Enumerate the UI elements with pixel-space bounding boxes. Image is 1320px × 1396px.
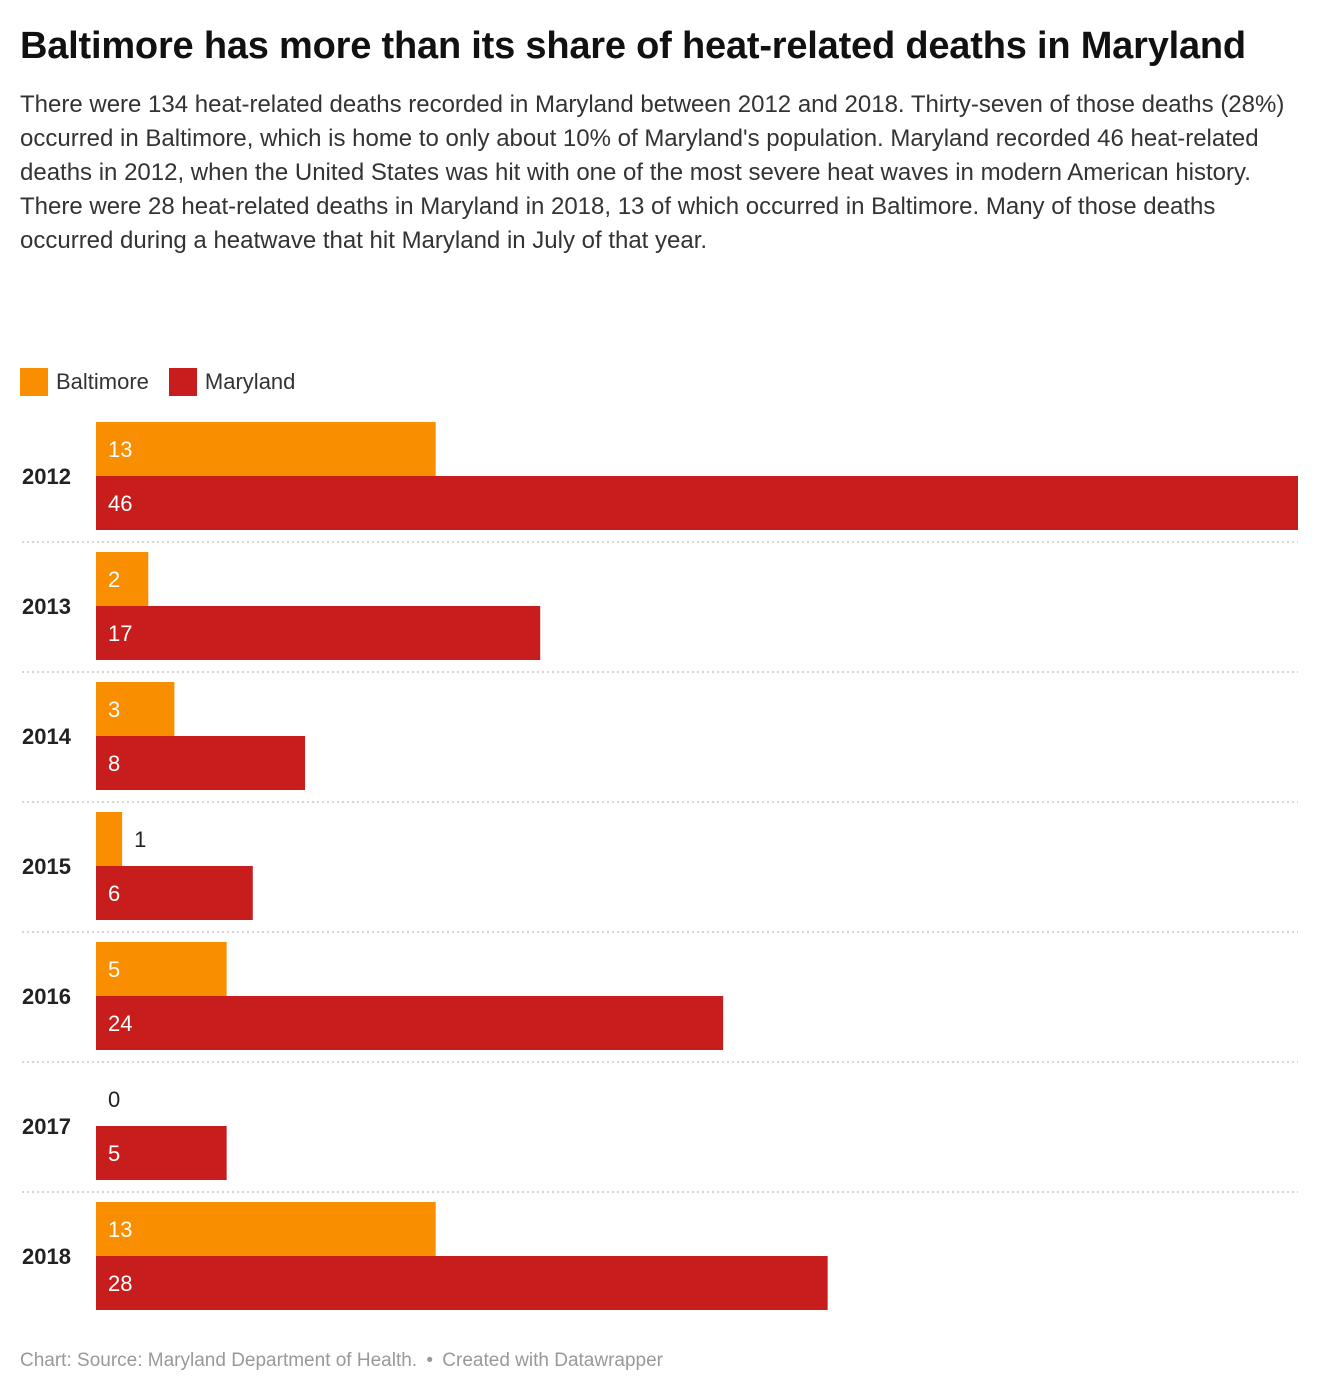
- bar-baltimore-2018: [96, 1202, 436, 1256]
- bar-baltimore-2016: [96, 942, 227, 996]
- bar-maryland-2015: [96, 866, 253, 920]
- value-label-baltimore-2012: 13: [108, 437, 132, 462]
- source-note: Chart: Source: Maryland Department of He…: [20, 1350, 418, 1371]
- chart-footer: Chart: Source: Maryland Department of He…: [20, 1350, 663, 1372]
- datawrapper-credit: Created with Datawrapper: [442, 1350, 664, 1371]
- bar-maryland-2018: [96, 1256, 828, 1310]
- value-label-baltimore-2018: 13: [108, 1217, 132, 1242]
- value-label-maryland-2018: 28: [108, 1271, 132, 1296]
- bar-baltimore-2012: [96, 422, 436, 476]
- value-label-maryland-2016: 24: [108, 1011, 132, 1036]
- legend-swatch-baltimore: [20, 368, 48, 396]
- value-label-baltimore-2017: 0: [108, 1087, 120, 1112]
- footer-separator: •: [426, 1350, 434, 1371]
- legend-item-maryland: Maryland: [168, 368, 296, 396]
- value-label-maryland-2014: 8: [108, 751, 120, 776]
- year-label-2012: 2012: [22, 464, 71, 489]
- bar-baltimore-2015: [96, 812, 123, 866]
- year-label-2016: 2016: [22, 984, 71, 1009]
- chart-title: Baltimore has more than its share of hea…: [20, 25, 1246, 67]
- value-label-maryland-2015: 6: [108, 881, 120, 906]
- legend: Baltimore Maryland: [20, 368, 315, 396]
- year-label-2017: 2017: [22, 1114, 71, 1139]
- bar-chart: 2012 13 46 2013 2 17 2014 3 8 2015 1 6 2016 5 24 2017 0 5…: [22, 422, 1298, 1310]
- bar-maryland-2012: [96, 476, 1298, 530]
- bar-maryland-2016: [96, 996, 724, 1050]
- legend-swatch-maryland: [168, 368, 197, 396]
- chart-header: Baltimore has more than its share of hea…: [20, 24, 1300, 258]
- bar-maryland-2013: [96, 606, 541, 660]
- legend-item-baltimore: Baltimore: [20, 368, 149, 396]
- value-label-maryland-2017: 5: [108, 1141, 120, 1166]
- value-label-baltimore-2013: 2: [108, 567, 120, 592]
- bar-maryland-2017: [96, 1126, 227, 1180]
- year-label-2015: 2015: [22, 854, 71, 879]
- legend-label-maryland: Maryland: [204, 369, 296, 394]
- value-label-maryland-2013: 17: [108, 621, 132, 646]
- value-label-baltimore-2016: 5: [108, 957, 120, 982]
- year-label-2014: 2014: [22, 724, 72, 749]
- value-label-maryland-2012: 46: [108, 491, 132, 516]
- bar-maryland-2014: [96, 736, 306, 790]
- year-label-2013: 2013: [22, 594, 71, 619]
- value-label-baltimore-2015: 1: [134, 827, 146, 852]
- chart-description: There were 134 heat-related deaths recor…: [20, 91, 1285, 254]
- bar-baltimore-2014: [96, 682, 175, 736]
- bar-baltimore-2013: [96, 552, 149, 606]
- legend-label-baltimore: Baltimore: [56, 369, 149, 394]
- value-label-baltimore-2014: 3: [108, 697, 120, 722]
- year-label-2018: 2018: [22, 1244, 71, 1269]
